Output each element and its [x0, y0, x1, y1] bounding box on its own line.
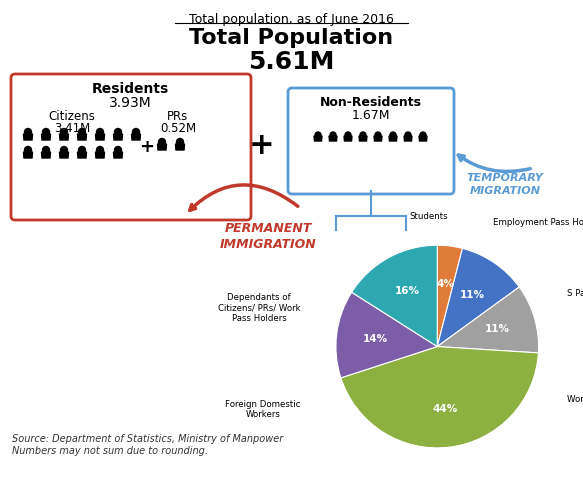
Polygon shape	[114, 134, 122, 140]
Text: Citizens: Citizens	[48, 110, 96, 123]
Circle shape	[43, 146, 50, 153]
Circle shape	[114, 129, 121, 135]
Text: +: +	[249, 130, 275, 160]
Text: +: +	[139, 138, 154, 156]
Text: Non-Residents: Non-Residents	[320, 96, 422, 109]
Circle shape	[345, 132, 351, 138]
Circle shape	[114, 146, 121, 153]
Polygon shape	[374, 136, 382, 141]
Text: 16%: 16%	[395, 286, 420, 296]
Polygon shape	[41, 134, 51, 140]
Text: 4%: 4%	[436, 279, 454, 289]
Circle shape	[330, 132, 336, 138]
Wedge shape	[437, 249, 519, 347]
Wedge shape	[437, 245, 462, 347]
Text: Total population, as of June 2016: Total population, as of June 2016	[188, 13, 394, 26]
Polygon shape	[132, 134, 141, 140]
Text: 14%: 14%	[363, 334, 388, 344]
Circle shape	[79, 129, 86, 135]
Text: Employment Pass Holders: Employment Pass Holders	[493, 218, 583, 228]
Text: 11%: 11%	[460, 290, 485, 300]
Circle shape	[375, 132, 381, 138]
Circle shape	[43, 129, 50, 135]
Circle shape	[315, 132, 321, 138]
Circle shape	[390, 132, 396, 138]
Circle shape	[24, 146, 31, 153]
Text: Students: Students	[410, 212, 448, 221]
Polygon shape	[389, 136, 397, 141]
Text: Work Permit Holders: Work Permit Holders	[567, 395, 583, 404]
Polygon shape	[344, 136, 352, 141]
Circle shape	[159, 139, 166, 145]
Text: TEMPORARY
MIGRATION: TEMPORARY MIGRATION	[466, 173, 543, 196]
Wedge shape	[437, 287, 539, 353]
Polygon shape	[359, 136, 367, 141]
Polygon shape	[419, 136, 427, 141]
Polygon shape	[157, 144, 167, 150]
Text: 0.52M: 0.52M	[160, 122, 196, 135]
Polygon shape	[23, 152, 33, 158]
Circle shape	[360, 132, 366, 138]
Polygon shape	[404, 136, 412, 141]
Circle shape	[420, 132, 426, 138]
Polygon shape	[96, 152, 104, 158]
Polygon shape	[41, 152, 51, 158]
Polygon shape	[59, 134, 68, 140]
Polygon shape	[78, 152, 86, 158]
Circle shape	[97, 129, 104, 135]
Text: S Pass Holders: S Pass Holders	[567, 289, 583, 298]
Circle shape	[177, 139, 184, 145]
Polygon shape	[314, 136, 322, 141]
Text: 5.61M: 5.61M	[248, 50, 334, 74]
Text: Foreign Domestic
Workers: Foreign Domestic Workers	[225, 400, 300, 419]
Circle shape	[97, 146, 104, 153]
Text: 1.67M: 1.67M	[352, 109, 390, 122]
Polygon shape	[96, 134, 104, 140]
Circle shape	[24, 129, 31, 135]
Text: 44%: 44%	[433, 404, 458, 414]
Wedge shape	[352, 245, 437, 347]
Polygon shape	[23, 134, 33, 140]
Text: Source: Department of Statistics, Ministry of Manpower
Numbers may not sum due t: Source: Department of Statistics, Minist…	[12, 435, 283, 456]
Text: Dependants of
Citizens/ PRs/ Work
Pass Holders: Dependants of Citizens/ PRs/ Work Pass H…	[218, 293, 300, 323]
FancyBboxPatch shape	[11, 74, 251, 220]
Text: 3.41M: 3.41M	[54, 122, 90, 135]
Text: PRs: PRs	[167, 110, 189, 123]
Polygon shape	[59, 152, 68, 158]
Text: Total Population: Total Population	[189, 28, 393, 48]
Polygon shape	[329, 136, 337, 141]
Wedge shape	[336, 292, 437, 378]
Text: 3.93M: 3.93M	[108, 96, 152, 110]
Circle shape	[61, 129, 68, 135]
Text: PERMANENT
IMMIGRATION: PERMANENT IMMIGRATION	[220, 222, 317, 251]
Circle shape	[61, 146, 68, 153]
FancyBboxPatch shape	[288, 88, 454, 194]
Polygon shape	[114, 152, 122, 158]
Text: 11%: 11%	[485, 324, 510, 334]
Text: Residents: Residents	[92, 82, 168, 96]
Circle shape	[132, 129, 139, 135]
Circle shape	[405, 132, 411, 138]
Polygon shape	[175, 144, 184, 150]
Wedge shape	[341, 347, 538, 448]
Circle shape	[79, 146, 86, 153]
Polygon shape	[78, 134, 86, 140]
